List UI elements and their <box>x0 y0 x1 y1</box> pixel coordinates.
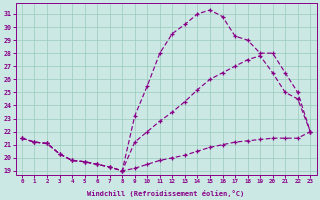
X-axis label: Windchill (Refroidissement éolien,°C): Windchill (Refroidissement éolien,°C) <box>87 190 245 197</box>
